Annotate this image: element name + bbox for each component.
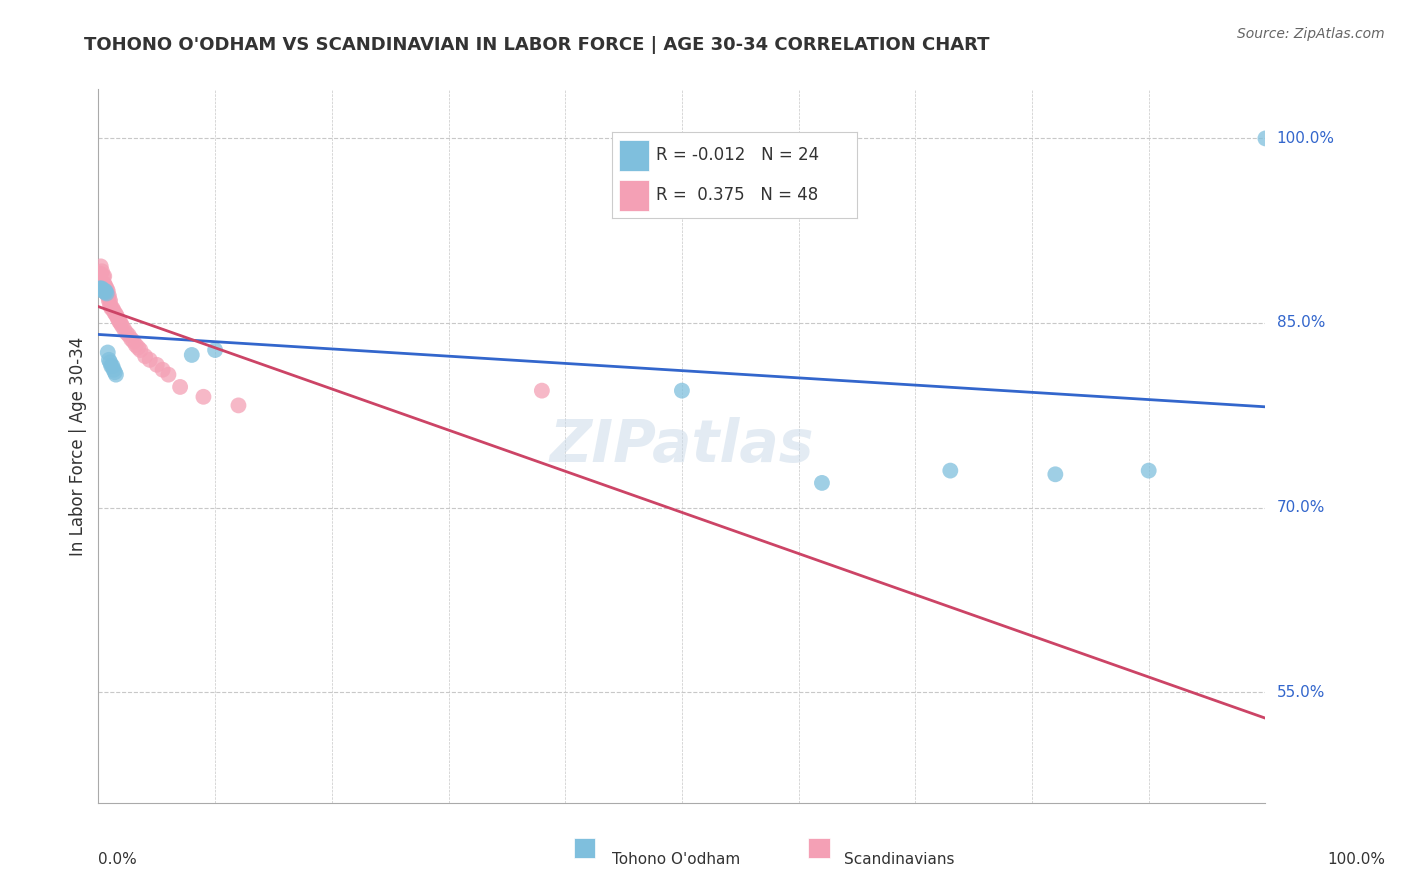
Point [91, 279, 114, 293]
Point [97, 352, 120, 367]
Point [146, 358, 169, 372]
Text: 55.0%: 55.0% [1277, 684, 1324, 699]
Point [101, 359, 124, 373]
Point [98, 293, 121, 308]
Point [90, 264, 112, 278]
Point [157, 368, 180, 382]
Point [1045, 467, 1067, 482]
Point [100, 301, 122, 316]
Point [93, 284, 115, 298]
Text: Tohono O'odham: Tohono O'odham [612, 852, 740, 867]
Point [129, 343, 152, 357]
Point [125, 338, 148, 352]
Point [97, 293, 120, 308]
Text: 70.0%: 70.0% [1277, 500, 1324, 515]
Point [122, 334, 145, 349]
Text: ZIPatlas: ZIPatlas [550, 417, 814, 475]
Text: 85.0%: 85.0% [1277, 316, 1324, 330]
Point [105, 310, 128, 324]
Point [94, 285, 117, 300]
Point [97, 289, 120, 303]
Point [111, 318, 134, 333]
Point [94, 284, 117, 298]
Point [94, 279, 117, 293]
Point [120, 332, 142, 346]
Point [96, 281, 118, 295]
Point [115, 326, 138, 340]
Point [127, 341, 149, 355]
Point [89, 277, 111, 291]
Point [97, 289, 120, 303]
Point [107, 312, 129, 326]
Point [811, 475, 834, 490]
Point [96, 284, 118, 298]
Text: TOHONO O'ODHAM VS SCANDINAVIAN IN LABOR FORCE | AGE 30-34 CORRELATION CHART: TOHONO O'ODHAM VS SCANDINAVIAN IN LABOR … [84, 36, 990, 54]
Point [939, 464, 962, 478]
Point [90, 267, 112, 281]
Point [110, 316, 132, 330]
Point [180, 348, 202, 362]
Point [101, 301, 124, 316]
Point [530, 384, 553, 398]
Point [134, 349, 156, 363]
Point [96, 286, 118, 301]
Point [90, 276, 112, 290]
Point [98, 355, 121, 369]
Point [108, 315, 131, 329]
Point [100, 359, 122, 373]
Point [90, 281, 112, 295]
Point [204, 343, 226, 357]
Point [90, 260, 112, 274]
Point [112, 322, 135, 336]
Y-axis label: In Labor Force | Age 30-34: In Labor Force | Age 30-34 [69, 336, 87, 556]
Point [97, 345, 120, 359]
Text: 100.0%: 100.0% [1327, 852, 1385, 867]
Point [103, 362, 125, 376]
Point [1254, 131, 1277, 145]
Point [89, 267, 111, 281]
Point [93, 277, 115, 291]
Point [98, 299, 121, 313]
Point [91, 284, 114, 298]
Point [90, 281, 112, 295]
Point [104, 368, 127, 382]
Point [139, 352, 162, 367]
Point [193, 390, 215, 404]
Point [169, 380, 191, 394]
Text: 0.0%: 0.0% [98, 852, 138, 867]
Point [96, 286, 118, 301]
Point [118, 328, 141, 343]
Point [228, 398, 250, 412]
Point [104, 306, 127, 320]
Point [104, 307, 127, 321]
Point [89, 281, 111, 295]
Point [152, 362, 174, 376]
Point [671, 384, 693, 398]
Point [103, 303, 125, 318]
Point [91, 269, 114, 284]
Point [97, 284, 120, 298]
Point [93, 269, 115, 284]
Text: Source: ZipAtlas.com: Source: ZipAtlas.com [1237, 27, 1385, 41]
Point [1137, 464, 1160, 478]
Point [94, 284, 117, 298]
Point [104, 365, 127, 379]
Text: Scandinavians: Scandinavians [844, 852, 955, 867]
Text: 100.0%: 100.0% [1277, 131, 1334, 146]
